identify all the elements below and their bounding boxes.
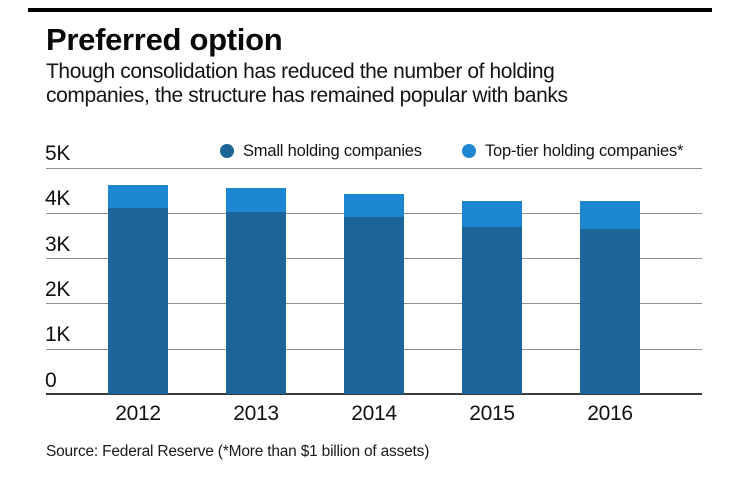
gridline-5k (46, 167, 702, 169)
legend-label-toptier: Top-tier holding companies* (485, 141, 684, 160)
bar-small-2013 (226, 211, 286, 395)
bar-small-2012 (108, 207, 168, 395)
bar-toptier-2013 (226, 187, 286, 212)
y-tick-label-5k: 5K (45, 142, 71, 165)
bar-small-2014 (344, 216, 404, 395)
source-note: Source: Federal Reserve (*More than $1 b… (46, 443, 430, 460)
x-tick-label-2012: 2012 (115, 401, 161, 425)
bar-toptier-2016 (580, 201, 640, 230)
y-tick-label-3k: 3K (45, 232, 71, 256)
x-tick-label-2013: 2013 (233, 401, 279, 425)
legend-item-small: Small holding companies (220, 141, 422, 161)
bar-toptier-2012 (108, 185, 168, 208)
y-tick-label-2k: 2K (45, 277, 71, 301)
legend-dot-small-icon (220, 144, 234, 158)
page-subtitle-line-2: companies, the structure has remained po… (46, 84, 568, 107)
legend-dot-toptier-icon (462, 144, 476, 158)
bar-toptier-2015 (462, 201, 522, 227)
y-tick-label-0: 0 (45, 368, 57, 392)
bar-toptier-2014 (344, 193, 404, 217)
legend-item-toptier: Top-tier holding companies* (462, 141, 683, 161)
top-rule (28, 8, 712, 12)
bar-small-2015 (462, 226, 522, 395)
legend-label-small: Small holding companies (243, 141, 422, 160)
page-title: Preferred option (46, 22, 283, 57)
x-tick-label-2015: 2015 (469, 401, 515, 425)
x-tick-label-2016: 2016 (587, 401, 633, 425)
x-tick-label-2014: 2014 (351, 401, 397, 425)
bar-small-2016 (580, 229, 640, 395)
page-subtitle-line-1: Though consolidation has reduced the num… (46, 60, 555, 83)
y-tick-label-1k: 1K (45, 323, 71, 347)
y-tick-label-4k: 4K (45, 187, 71, 211)
